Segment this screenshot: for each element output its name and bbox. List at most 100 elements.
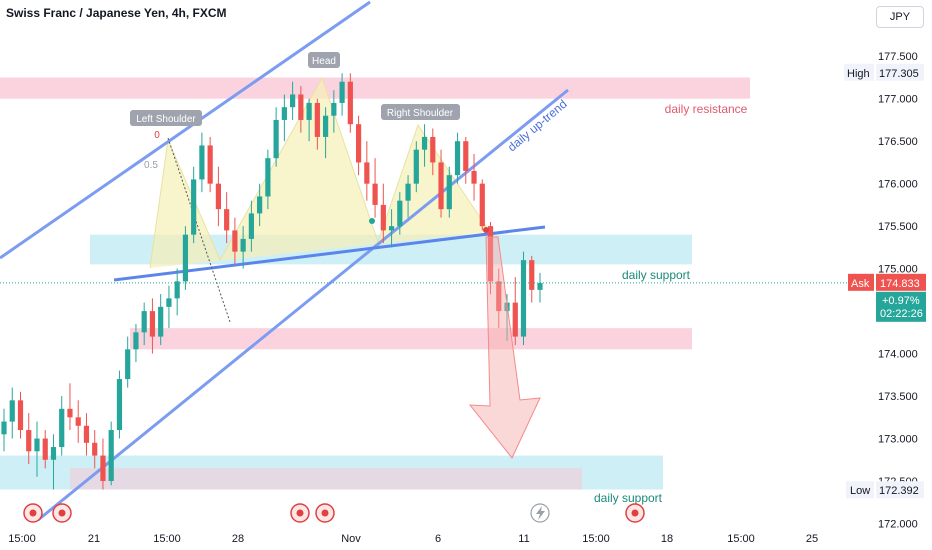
candle-body (273, 119, 279, 159)
candle (520, 251, 527, 346)
projection-arrow (468, 236, 541, 459)
candle (298, 85, 304, 133)
candle (83, 413, 90, 456)
candle-body (281, 107, 287, 120)
candle (108, 421, 114, 486)
trend-label: daily up-trend (505, 97, 570, 154)
events-layer (23, 503, 645, 523)
event-marker-icon (52, 503, 72, 523)
candle-body (17, 400, 24, 431)
entry-dot (483, 227, 489, 233)
left-shoulder-label-bg (130, 110, 202, 126)
candle (248, 200, 254, 252)
candle-body (323, 115, 329, 137)
candle (191, 166, 197, 244)
low-tag-bg (846, 481, 874, 499)
candle (430, 128, 436, 176)
candle (405, 175, 411, 218)
candle-body (174, 281, 180, 299)
candle-body (372, 183, 378, 205)
fib-line (167, 137, 231, 323)
candle-body (331, 102, 337, 116)
y-tick-label: 174.000 (878, 349, 918, 361)
candle-body (314, 102, 320, 137)
candle (50, 434, 57, 490)
candle-body (92, 442, 98, 456)
lightning-event-icon (530, 503, 550, 523)
candle (257, 183, 263, 227)
candle (75, 400, 81, 443)
candle (446, 166, 452, 218)
countdown-value: 02:22:26 (880, 308, 923, 320)
candle (133, 323, 139, 363)
candle (42, 430, 48, 469)
x-tick-label: 15:00 (727, 533, 755, 545)
x-tick-label: 6 (435, 533, 441, 545)
y-tick-label: 173.500 (878, 391, 918, 403)
candle (116, 370, 123, 439)
candle-body (265, 158, 271, 197)
y-tick-label: 176.000 (878, 179, 918, 191)
x-tick-label: 15:00 (582, 533, 610, 545)
left-shoulder-label: Left Shoulder (136, 114, 196, 125)
candle-body (224, 209, 230, 231)
candle (314, 98, 320, 150)
ask-value-bg (876, 273, 926, 291)
candle-body (298, 94, 304, 120)
candle (537, 272, 543, 303)
low-value-bg (876, 481, 924, 499)
candle-body (347, 81, 353, 125)
candle-body (182, 234, 189, 282)
candle-body (215, 183, 221, 210)
candle (67, 383, 73, 431)
candle-body (355, 124, 362, 163)
candle (323, 107, 329, 159)
candle-body (339, 81, 345, 103)
candle-body (199, 145, 205, 180)
candle-body (240, 238, 246, 252)
candle (166, 285, 172, 329)
candle (438, 149, 444, 218)
x-tick-label: 28 (232, 533, 244, 545)
ask-tag-label: Ask (851, 278, 870, 290)
candle-body (83, 425, 90, 443)
candle-body (141, 311, 147, 333)
candle-body (125, 349, 131, 380)
candle-body (59, 408, 65, 448)
candle-body (413, 149, 419, 184)
candle-body (487, 226, 494, 282)
candle (281, 94, 287, 142)
candle (372, 158, 378, 218)
zone-label-1: daily support (622, 268, 691, 282)
candle-body (248, 213, 254, 239)
candle-body (100, 455, 106, 482)
candle (224, 192, 230, 244)
y-tick-label: 172.000 (878, 519, 918, 531)
candle-body (364, 162, 370, 184)
candle (9, 387, 15, 439)
candle (182, 226, 189, 290)
y-tick-label: 175.000 (878, 264, 918, 276)
candle-body (529, 260, 535, 290)
low-tag-label: Low (850, 485, 870, 497)
candle-body (207, 145, 213, 184)
candle (479, 179, 485, 231)
zone-resistance-2 (130, 328, 692, 350)
candle-body (512, 302, 518, 337)
candle-body (397, 200, 403, 227)
candle (496, 268, 502, 329)
candle-body (232, 230, 238, 252)
candle-body (108, 430, 114, 482)
daily-up-trend-line (37, 88, 569, 522)
candle (512, 277, 518, 346)
candle (397, 192, 403, 235)
currency-selector[interactable]: JPY (876, 6, 924, 28)
candle-body (438, 162, 444, 210)
x-tick-label: 25 (806, 533, 818, 545)
candle-body (1, 421, 7, 435)
zone-label-3: daily support (594, 491, 663, 505)
candle (306, 98, 312, 142)
candle (59, 396, 65, 456)
y-tick-label: 176.500 (878, 136, 918, 148)
